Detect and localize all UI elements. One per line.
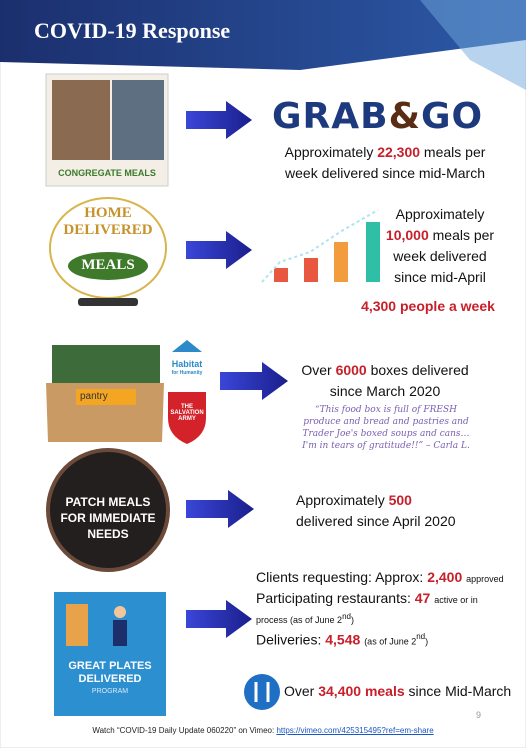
logo-text: HOME DELIVERED [50,205,166,239]
text-block: Clients requesting: Approx: 2,400 approv… [256,568,516,652]
footer: Watch “COVID-19 Daily Update 060220” on … [0,726,526,735]
text-line: Over 6000 boxes delivered [290,360,480,381]
text-line: since mid-April [385,267,495,288]
box-label: pantry [80,391,108,402]
salvation-text: THE SALVATION ARMY [170,404,204,422]
text: boxes delivered [371,362,469,378]
page-number: 9 [476,710,481,720]
text: meals per [433,227,494,243]
page: { "header": {"title": "COVID-19 Response… [0,0,526,748]
text-line: week delivered since mid-March [260,163,510,184]
text-line: week delivered [385,246,495,267]
text: since Mid-March [409,683,512,699]
text-line: Approximately 22,300 meals per [260,142,510,163]
highlight: 47 [415,590,431,606]
logo-text: GO [421,96,483,137]
highlight: 22,300 [377,144,420,160]
text: Over [301,362,331,378]
text-block: Over 6000 boxes delivered since March 20… [290,360,480,402]
grab-go-logo: GRAB&GO [272,96,483,137]
logo-text: GRAB [272,96,389,137]
tray [78,298,138,306]
highlight: 4,548 [325,632,360,648]
text: nd [416,632,425,641]
highlight: 6000 [336,362,367,378]
door [66,604,88,646]
logo-text: MEALS [68,257,148,274]
photo-tile [112,80,164,160]
highlight: 34,400 meals [318,683,404,699]
footer-link[interactable]: https://vimeo.com/425315495?ref=em-share [276,726,433,735]
text: for Humanity [166,369,208,378]
text: meals per [424,144,485,160]
footer-text: Watch “COVID-19 Daily Update 060220” on … [92,726,274,735]
text: approved [466,574,504,584]
text: Clients requesting: Approx: [256,569,423,585]
text: Habitat [166,360,208,369]
slide: COVID-19 Response CONGREGATE MEALS GRAB&… [0,0,526,748]
text: (as of June 2 [364,637,416,647]
text-line: Clients requesting: Approx: 2,400 approv… [256,568,516,589]
photo-tile [52,80,110,160]
person [113,620,127,646]
highlight: 2,400 [427,569,462,585]
text: nd [342,612,351,621]
text-block: Approximately 10,000 meals per week deli… [385,204,495,288]
image-label: CONGREGATE MEALS [46,168,168,178]
badge-text: PATCH MEALS FOR IMMEDIATE NEEDS [56,494,160,542]
text-line: process (as of June 2nd) [256,610,516,627]
text: Approximately [285,144,374,160]
text: Over [284,683,314,699]
total-line: Over 34,400 meals since Mid-March [284,683,511,699]
image-sub: PROGRAM [54,688,166,695]
text-line: 10,000 meals per [385,225,495,246]
text-line: Participating restaurants: 47 active or … [256,589,516,610]
text-line: since March 2020 [290,381,480,402]
slide-title: COVID-19 Response [34,18,230,44]
text: Participating restaurants: [256,590,411,606]
text-line: delivered since April 2020 [296,511,476,532]
text-block: Approximately 500 delivered since April … [296,490,476,532]
text: active or in [434,595,478,605]
text: Approximately [296,492,385,508]
text: ) [351,615,354,625]
text: ) [425,637,428,647]
person [114,606,126,618]
highlight: 4,300 people a week [358,298,498,314]
image-title: GREAT PLATES DELIVERED [54,660,166,686]
logo-text: & [389,96,421,137]
quote: “This food box is full of FRESH produce … [302,404,470,452]
plate-icon [244,674,280,710]
highlight: 10,000 [386,227,429,243]
text-line: Approximately [385,204,495,225]
text: process [256,615,288,625]
text: Deliveries: [256,632,321,648]
text-block: Approximately 22,300 meals per week deli… [260,142,510,184]
text: (as of June 2 [290,615,342,625]
text-line: Deliveries: 4,548 (as of June 2nd) [256,627,516,652]
text-line: Approximately 500 [296,490,476,511]
highlight: 500 [389,492,412,508]
